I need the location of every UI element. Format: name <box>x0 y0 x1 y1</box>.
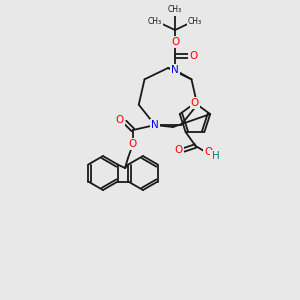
Text: O: O <box>116 115 124 125</box>
Text: O: O <box>191 98 199 108</box>
Text: N: N <box>151 120 159 130</box>
Text: O: O <box>189 51 197 61</box>
Text: O: O <box>205 147 213 157</box>
Text: CH₃: CH₃ <box>148 16 162 26</box>
Text: CH₃: CH₃ <box>168 5 182 14</box>
Text: N: N <box>171 65 179 75</box>
Text: O: O <box>171 37 179 47</box>
Text: CH₃: CH₃ <box>188 16 202 26</box>
Text: H: H <box>212 151 220 161</box>
Text: O: O <box>175 145 183 155</box>
Text: O: O <box>129 139 137 149</box>
